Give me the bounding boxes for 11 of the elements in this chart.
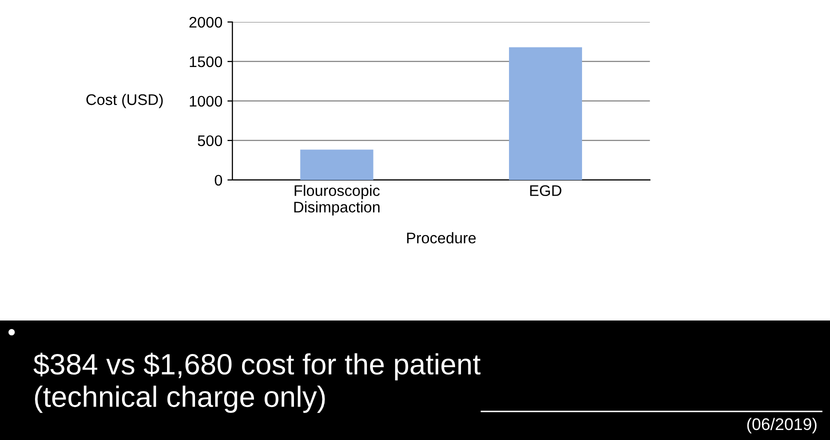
y-tick-label: 0 (214, 174, 222, 186)
text: (06/2019) (747, 418, 817, 434)
y-tick-label: 500 (198, 135, 222, 146)
y-tick-label: 1500 (190, 56, 222, 68)
y-axis-title: Cost (USD) (86, 94, 163, 108)
y-tick-label: 2000 (189, 16, 222, 28)
x-axis-title: Procedure (407, 232, 476, 244)
x-tick-label: EGD (530, 185, 562, 196)
x-tick-label: Flouroscopic Disimpaction (294, 184, 380, 216)
text: $384 vs $1,680 cost for the patient (technical charge only) (34, 352, 481, 413)
y-tick-label: 1000 (190, 96, 222, 107)
